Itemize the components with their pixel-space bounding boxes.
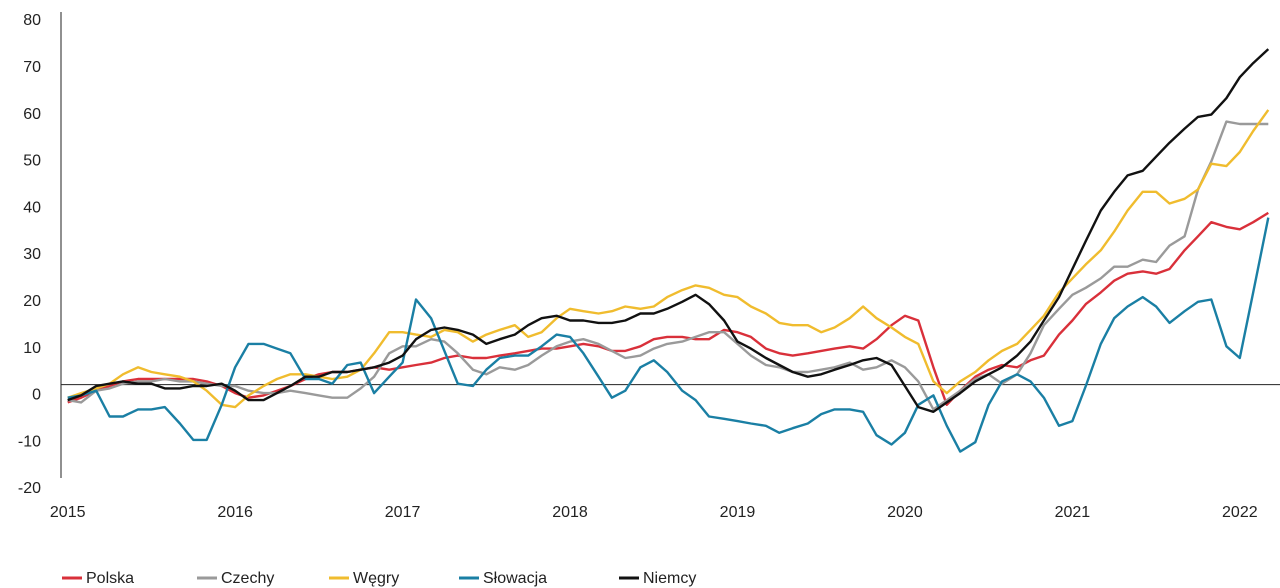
plot-area (67, 48, 1270, 453)
x-tick-label: 2016 (217, 504, 253, 521)
legend-label: Polska (86, 570, 134, 587)
y-tick-label: -10 (18, 433, 41, 450)
y-tick-label: 60 (23, 106, 41, 123)
x-tick-label: 2015 (50, 504, 86, 521)
x-tick-label: 2018 (552, 504, 588, 521)
series-line (67, 48, 1270, 413)
y-tick-label: 40 (23, 199, 41, 216)
series-line (67, 120, 1269, 411)
x-tick-label: 2021 (1055, 504, 1091, 521)
y-tick-label: 30 (23, 246, 41, 263)
y-tick-label: 20 (23, 293, 41, 310)
legend-label: Węgry (353, 570, 399, 587)
series-line (67, 217, 1270, 453)
x-tick-label: 2019 (720, 504, 756, 521)
series-line (67, 109, 1270, 409)
legend-label: Niemcy (643, 570, 696, 587)
x-tick-label: 2022 (1222, 504, 1258, 521)
y-tick-label: 80 (23, 12, 41, 29)
legend-label: Słowacja (483, 570, 547, 587)
y-tick-label: -20 (18, 480, 41, 497)
y-tick-label: 70 (23, 59, 41, 76)
y-tick-label: 0 (32, 387, 41, 404)
y-tick-label: 10 (23, 340, 41, 357)
x-tick-label: 2020 (887, 504, 923, 521)
x-tick-label: 2017 (385, 504, 421, 521)
y-tick-label: 50 (23, 153, 41, 170)
legend-label: Czechy (221, 570, 274, 587)
